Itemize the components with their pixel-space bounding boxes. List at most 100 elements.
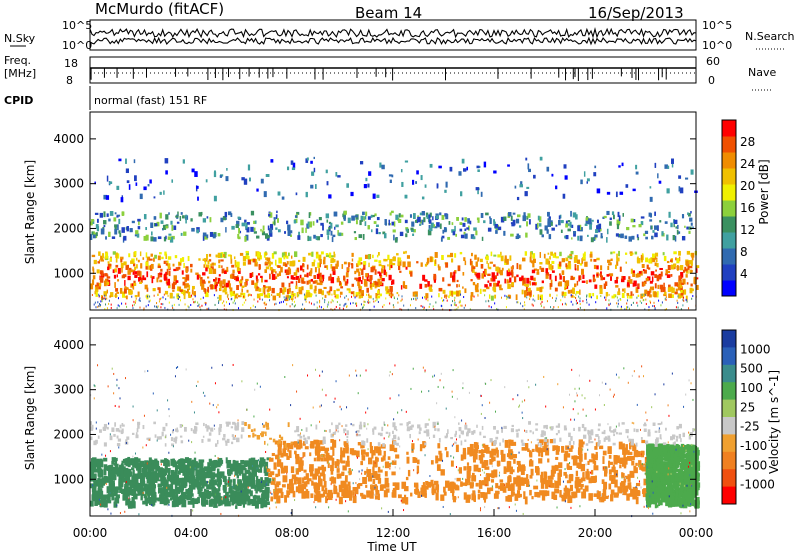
velocity-cell (415, 484, 419, 490)
power-cell (500, 216, 505, 223)
velocity-cell (151, 473, 156, 478)
power-speckle (626, 306, 628, 309)
power-speckle (454, 299, 456, 302)
noise-sky-line (89, 27, 697, 39)
power-cell (594, 284, 598, 289)
power-cell (182, 281, 186, 286)
power-cell (326, 181, 329, 186)
power-cell (526, 221, 528, 227)
power-cell (510, 222, 515, 225)
power-cell (562, 276, 566, 282)
power-cell (574, 264, 577, 270)
power-cell (436, 184, 439, 188)
power-cell (188, 295, 192, 299)
power-speckle (691, 297, 693, 300)
power-cell (101, 270, 104, 277)
power-speckle (173, 303, 175, 306)
power-cell (494, 294, 497, 299)
power-cell (630, 252, 633, 256)
velocity-cell (563, 492, 567, 497)
velocity-cell (319, 440, 324, 445)
velocity-cell (251, 468, 254, 477)
power-cell (576, 280, 579, 286)
velocity-cell (323, 480, 327, 488)
power-speckle (165, 298, 167, 301)
power-cell (664, 221, 668, 224)
power-cell (240, 292, 243, 295)
velocity-cell (227, 469, 232, 475)
power-cell (157, 236, 162, 240)
power-speckle (463, 296, 465, 299)
velocity-cell (550, 482, 555, 488)
power-cell (689, 287, 693, 294)
colorbar-tick-label: 24 (740, 157, 755, 171)
power-speckle (382, 305, 384, 308)
power-cell (651, 225, 653, 230)
power-cell (641, 281, 645, 287)
power-speckle (460, 293, 462, 296)
velocity-cell (375, 456, 378, 463)
power-cell (135, 230, 139, 235)
velocity-cell (303, 469, 307, 473)
power-cell (545, 268, 549, 274)
power-speckle (586, 298, 588, 301)
power-speckle (227, 293, 229, 296)
power-cell (260, 228, 262, 232)
velocity-cell (90, 458, 94, 464)
velocity-cell (103, 468, 107, 476)
power-cell (258, 264, 261, 270)
power-cell (496, 271, 499, 276)
power-cell (305, 191, 308, 198)
velocity-cell (363, 495, 367, 499)
velocity-cell (575, 470, 579, 477)
power-speckle (653, 301, 655, 304)
velocity-cell (256, 484, 261, 492)
power-cell (651, 286, 655, 291)
power-cell (541, 234, 544, 238)
power-cell (679, 286, 683, 292)
power-cell (130, 269, 134, 272)
velocity-cell (467, 466, 472, 472)
power-cell (400, 285, 403, 290)
power-cell (462, 286, 464, 289)
power-cell (150, 275, 153, 279)
velocity-cell (478, 455, 482, 461)
power-cell (202, 258, 206, 261)
power-cell (391, 280, 393, 285)
power-speckle (227, 298, 229, 301)
power-cell (127, 264, 129, 268)
velocity-cell (172, 495, 177, 503)
velocity-cell (283, 452, 288, 457)
power-speckle (342, 307, 344, 310)
power-speckle (117, 304, 119, 307)
power-speckle (286, 303, 288, 306)
power-speckle (148, 300, 150, 303)
power-cell (167, 263, 171, 270)
power-cell (308, 252, 311, 256)
power-cell (194, 171, 198, 177)
power-speckle (100, 295, 102, 298)
velocity-cell (462, 482, 467, 486)
power-cell (373, 221, 377, 224)
velocity-cell (306, 478, 312, 482)
velocity-cell (160, 459, 165, 463)
power-cell (156, 221, 160, 227)
velocity-cell (155, 463, 160, 468)
power-cell (596, 225, 599, 230)
velocity-cell (581, 491, 587, 499)
power-speckle (431, 295, 433, 298)
power-cell (663, 282, 665, 289)
power-speckle (162, 303, 164, 306)
power-cell (203, 264, 206, 268)
power-cell (631, 235, 635, 240)
velocity-cell (255, 479, 258, 488)
velocity-cell (113, 492, 118, 497)
velocity-cell (458, 467, 462, 474)
velocity-cell (115, 494, 120, 499)
power-cell (589, 223, 592, 230)
power-cell (622, 288, 624, 292)
power-cell (419, 223, 422, 226)
power-cell (105, 236, 107, 240)
power-cell (306, 272, 309, 278)
